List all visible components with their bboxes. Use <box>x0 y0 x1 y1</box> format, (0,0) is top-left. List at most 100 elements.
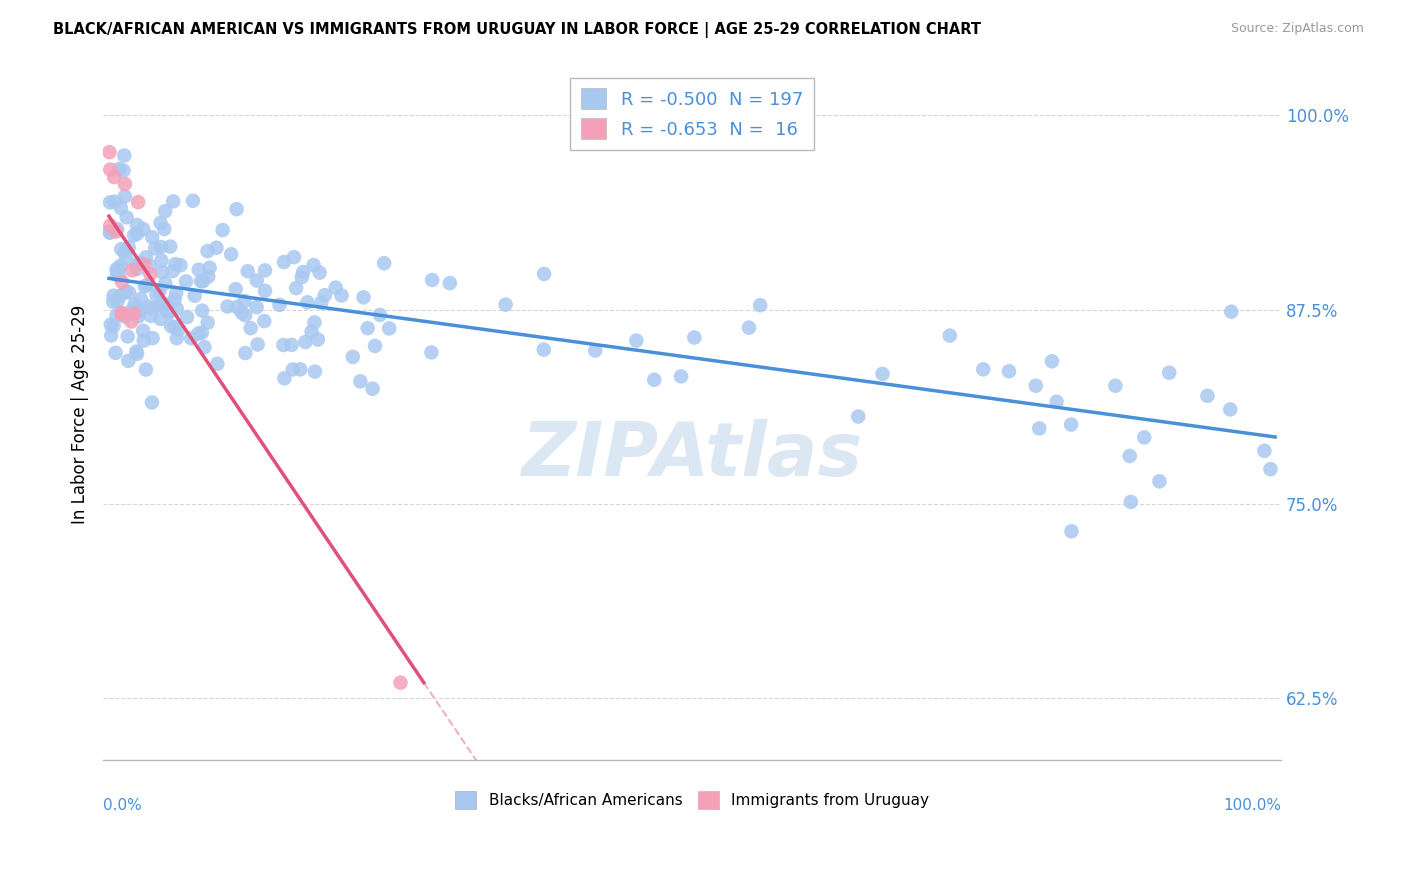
Text: Source: ZipAtlas.com: Source: ZipAtlas.com <box>1230 22 1364 36</box>
Point <box>291 270 314 285</box>
Point <box>135 251 157 265</box>
Point <box>100 318 122 332</box>
Point <box>110 242 132 256</box>
Point <box>163 320 186 334</box>
Point <box>98 145 121 160</box>
Point <box>166 331 188 345</box>
Point <box>128 310 150 324</box>
Point <box>159 239 181 253</box>
Point <box>105 225 128 239</box>
Point <box>114 189 136 203</box>
Point <box>150 265 173 279</box>
Point <box>1219 402 1241 417</box>
Point <box>197 244 219 259</box>
Point <box>132 334 155 348</box>
Point <box>122 228 145 243</box>
Point <box>191 326 214 340</box>
Point <box>127 195 149 210</box>
Point <box>233 308 256 322</box>
Point <box>114 285 136 300</box>
Point <box>145 287 167 301</box>
Point <box>246 273 269 287</box>
Point <box>583 343 606 358</box>
Point <box>1104 378 1126 392</box>
Point <box>103 318 125 333</box>
Point <box>364 339 387 353</box>
Point <box>191 303 214 318</box>
Point <box>219 247 242 261</box>
Point <box>101 294 124 309</box>
Point <box>1118 449 1140 463</box>
Point <box>157 305 180 319</box>
Point <box>308 266 330 280</box>
Point <box>136 278 159 293</box>
Point <box>297 295 319 310</box>
Point <box>233 294 256 309</box>
Point <box>1197 389 1219 403</box>
Point <box>626 334 648 348</box>
Point <box>124 302 146 317</box>
Point <box>314 288 336 302</box>
Point <box>169 258 191 272</box>
Point <box>148 284 170 298</box>
Point <box>1119 495 1142 509</box>
Point <box>378 321 401 335</box>
Point <box>1045 394 1067 409</box>
Point <box>98 226 121 240</box>
Point <box>125 301 148 316</box>
Point <box>1253 443 1275 458</box>
Point <box>253 263 276 277</box>
Point <box>420 273 443 287</box>
Point <box>150 299 173 313</box>
Point <box>846 409 869 424</box>
Point <box>972 362 994 376</box>
Point <box>141 230 163 244</box>
Point <box>124 297 146 311</box>
Point <box>246 300 269 314</box>
Point <box>115 308 138 322</box>
Y-axis label: In Labor Force | Age 25-29: In Labor Force | Age 25-29 <box>72 305 89 524</box>
Point <box>121 302 143 317</box>
Point <box>187 262 209 277</box>
Point <box>160 319 183 334</box>
Text: ZIPAtlas: ZIPAtlas <box>522 419 863 492</box>
Point <box>118 240 141 254</box>
Point <box>361 382 384 396</box>
Point <box>1025 378 1047 392</box>
Point <box>311 295 333 310</box>
Text: 0.0%: 0.0% <box>103 798 142 814</box>
Point <box>153 222 176 236</box>
Point <box>420 345 443 359</box>
Point <box>281 362 304 376</box>
Point <box>304 365 326 379</box>
Point <box>225 202 247 216</box>
Point <box>239 321 262 335</box>
Point <box>155 277 177 291</box>
Point <box>115 252 138 266</box>
Point <box>273 255 295 269</box>
Point <box>163 293 186 307</box>
Point <box>108 268 131 283</box>
Point <box>225 282 247 296</box>
Point <box>1028 421 1050 435</box>
Point <box>389 675 412 690</box>
Point <box>107 294 129 309</box>
Point <box>127 347 149 361</box>
Point <box>236 264 259 278</box>
Point <box>643 373 665 387</box>
Point <box>103 288 125 302</box>
Point <box>198 260 221 275</box>
Point <box>368 308 391 322</box>
Point <box>165 286 187 301</box>
Point <box>165 257 187 271</box>
Point <box>139 259 162 273</box>
Point <box>149 297 172 311</box>
Text: 100.0%: 100.0% <box>1223 798 1281 814</box>
Point <box>121 314 143 328</box>
Point <box>183 289 205 303</box>
Point <box>103 194 125 209</box>
Point <box>1220 304 1243 318</box>
Point <box>128 304 150 318</box>
Point <box>231 306 253 320</box>
Point <box>129 304 152 318</box>
